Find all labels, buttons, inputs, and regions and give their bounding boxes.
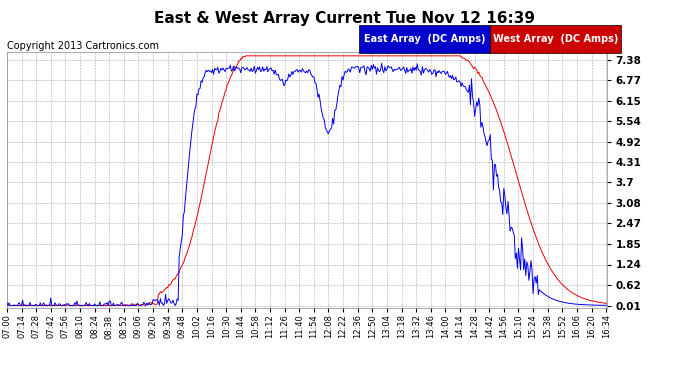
Text: Copyright 2013 Cartronics.com: Copyright 2013 Cartronics.com [7, 41, 159, 51]
Text: West Array  (DC Amps): West Array (DC Amps) [493, 34, 618, 44]
Text: East Array  (DC Amps): East Array (DC Amps) [364, 34, 485, 44]
Text: East & West Array Current Tue Nov 12 16:39: East & West Array Current Tue Nov 12 16:… [155, 11, 535, 26]
